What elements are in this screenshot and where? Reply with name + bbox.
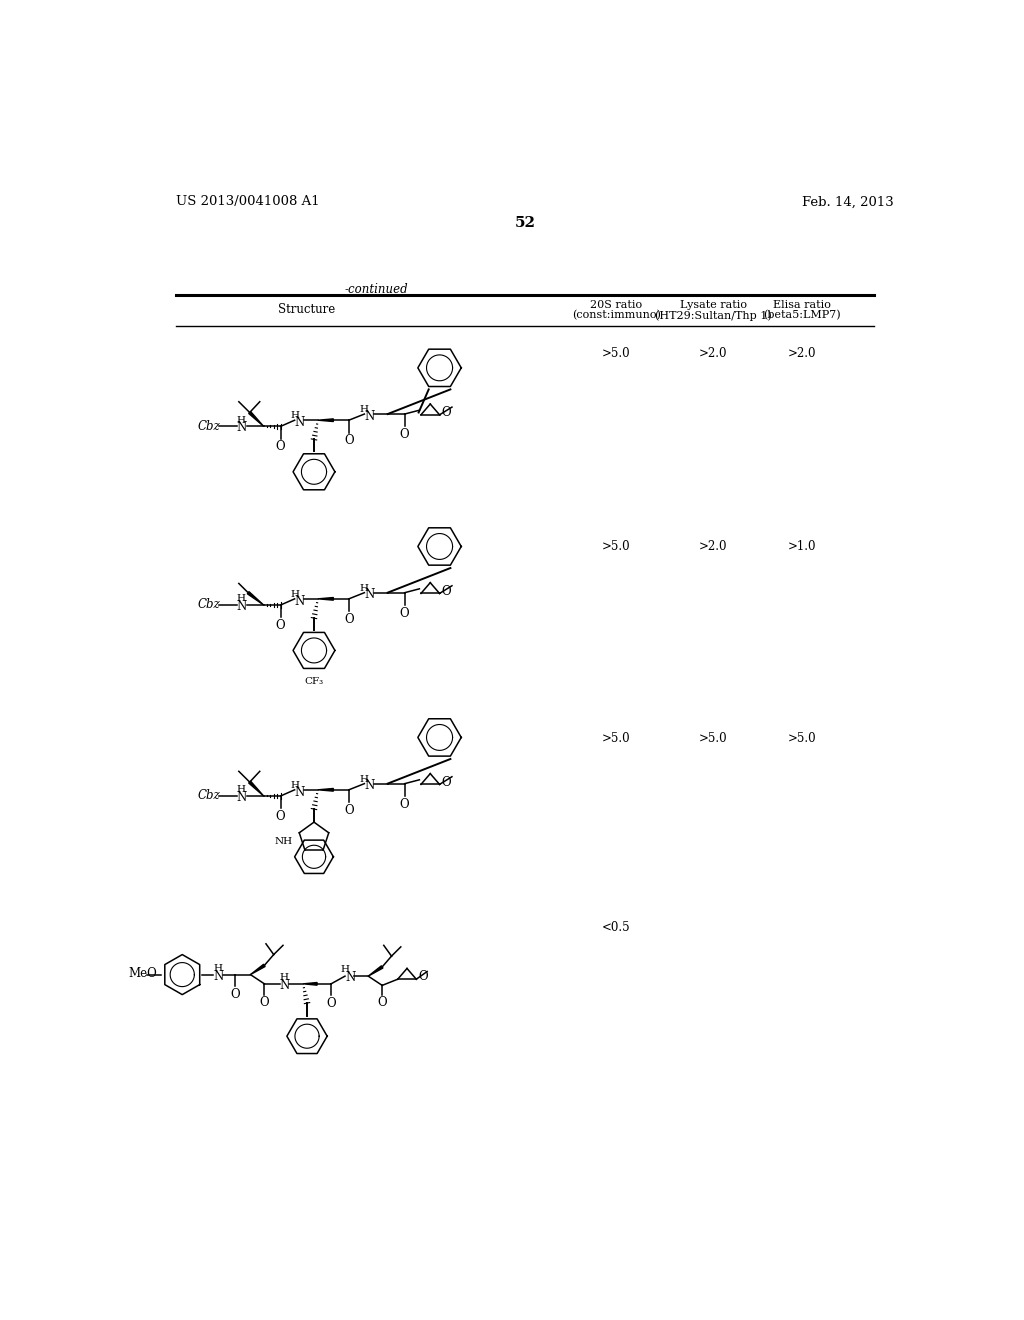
Text: 52: 52: [514, 216, 536, 230]
Text: N: N: [365, 409, 375, 422]
Polygon shape: [247, 591, 263, 605]
Text: H: H: [213, 964, 222, 973]
Text: Cbz: Cbz: [198, 598, 220, 611]
Text: H: H: [359, 583, 369, 593]
Text: O: O: [442, 585, 452, 598]
Text: CF₃: CF₃: [304, 677, 324, 685]
Text: N: N: [213, 970, 223, 982]
Text: >1.0: >1.0: [788, 540, 816, 553]
Text: -continued: -continued: [344, 284, 408, 296]
Text: >2.0: >2.0: [698, 347, 727, 360]
Text: O: O: [419, 970, 428, 983]
Text: H: H: [290, 590, 299, 599]
Text: N: N: [237, 601, 247, 612]
Text: O: O: [327, 997, 336, 1010]
Text: O: O: [399, 607, 410, 619]
Text: Cbz: Cbz: [198, 420, 220, 433]
Text: <0.5: <0.5: [602, 921, 631, 933]
Polygon shape: [303, 982, 317, 985]
Polygon shape: [317, 788, 334, 791]
Polygon shape: [317, 418, 334, 421]
Text: O: O: [344, 434, 353, 447]
Text: O: O: [399, 428, 410, 441]
Text: >2.0: >2.0: [698, 540, 727, 553]
Polygon shape: [369, 966, 383, 977]
Text: O: O: [230, 987, 240, 1001]
Text: Elisa ratio: Elisa ratio: [773, 300, 831, 310]
Text: >5.0: >5.0: [787, 733, 816, 744]
Polygon shape: [317, 598, 334, 601]
Text: O: O: [442, 407, 452, 418]
Text: Lysate ratio: Lysate ratio: [680, 300, 746, 310]
Text: 20S ratio: 20S ratio: [590, 300, 642, 310]
Text: Structure: Structure: [278, 304, 335, 317]
Text: N: N: [280, 979, 290, 991]
Text: >5.0: >5.0: [602, 540, 631, 553]
Text: NH: NH: [274, 837, 292, 846]
Text: O: O: [344, 612, 353, 626]
Text: US 2013/0041008 A1: US 2013/0041008 A1: [176, 195, 319, 209]
Text: N: N: [295, 594, 305, 607]
Text: >5.0: >5.0: [602, 347, 631, 360]
Text: H: H: [237, 594, 246, 603]
Text: >5.0: >5.0: [602, 733, 631, 744]
Text: N: N: [295, 785, 305, 799]
Text: Cbz: Cbz: [198, 789, 220, 803]
Text: >5.0: >5.0: [698, 733, 727, 744]
Text: O: O: [442, 776, 452, 788]
Text: N: N: [365, 779, 375, 792]
Text: O: O: [275, 619, 286, 632]
Text: H: H: [280, 973, 289, 982]
Text: O: O: [378, 997, 387, 1010]
Text: (HT29:Sultan/Thp 1): (HT29:Sultan/Thp 1): [654, 310, 771, 321]
Text: O: O: [275, 441, 286, 453]
Text: Feb. 14, 2013: Feb. 14, 2013: [802, 195, 894, 209]
Text: H: H: [359, 775, 369, 784]
Text: MeO: MeO: [128, 966, 157, 979]
Text: N: N: [345, 972, 355, 985]
Text: N: N: [295, 416, 305, 429]
Text: H: H: [290, 411, 299, 420]
Polygon shape: [251, 964, 265, 974]
Text: >2.0: >2.0: [788, 347, 816, 360]
Text: (const:immuno): (const:immuno): [571, 310, 660, 321]
Text: O: O: [275, 810, 286, 822]
Text: (beta5:LMP7): (beta5:LMP7): [764, 310, 841, 321]
Text: O: O: [344, 804, 353, 817]
Text: H: H: [237, 416, 246, 425]
Text: N: N: [237, 791, 247, 804]
Polygon shape: [249, 412, 263, 426]
Text: H: H: [341, 965, 349, 974]
Text: H: H: [237, 785, 246, 795]
Text: N: N: [365, 589, 375, 602]
Polygon shape: [249, 781, 263, 796]
Text: O: O: [260, 997, 269, 1010]
Text: H: H: [290, 780, 299, 789]
Text: N: N: [237, 421, 247, 434]
Text: H: H: [359, 405, 369, 414]
Text: O: O: [399, 797, 410, 810]
